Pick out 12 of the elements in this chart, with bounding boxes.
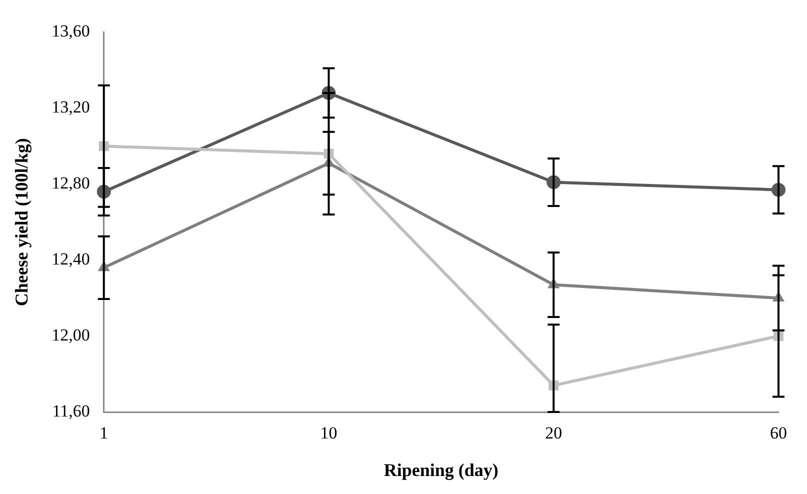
x-tick-label: 20 <box>545 424 562 443</box>
y-tick-label: 12,00 <box>52 326 90 345</box>
y-tick-label: 13,20 <box>52 98 90 117</box>
x-axis-title: Ripening (day) <box>384 460 498 480</box>
y-tick-label: 12,40 <box>52 250 90 269</box>
y-tick-label: 13,60 <box>52 22 90 41</box>
y-tick-label: 11,60 <box>52 401 90 420</box>
x-tick-label: 60 <box>770 424 787 443</box>
x-tick-label: 1 <box>100 424 108 443</box>
x-tick-label: 10 <box>320 424 338 443</box>
y-axis-title: Cheese yield (100l/kg) <box>11 138 32 306</box>
y-tick-label: 12,80 <box>52 174 90 193</box>
